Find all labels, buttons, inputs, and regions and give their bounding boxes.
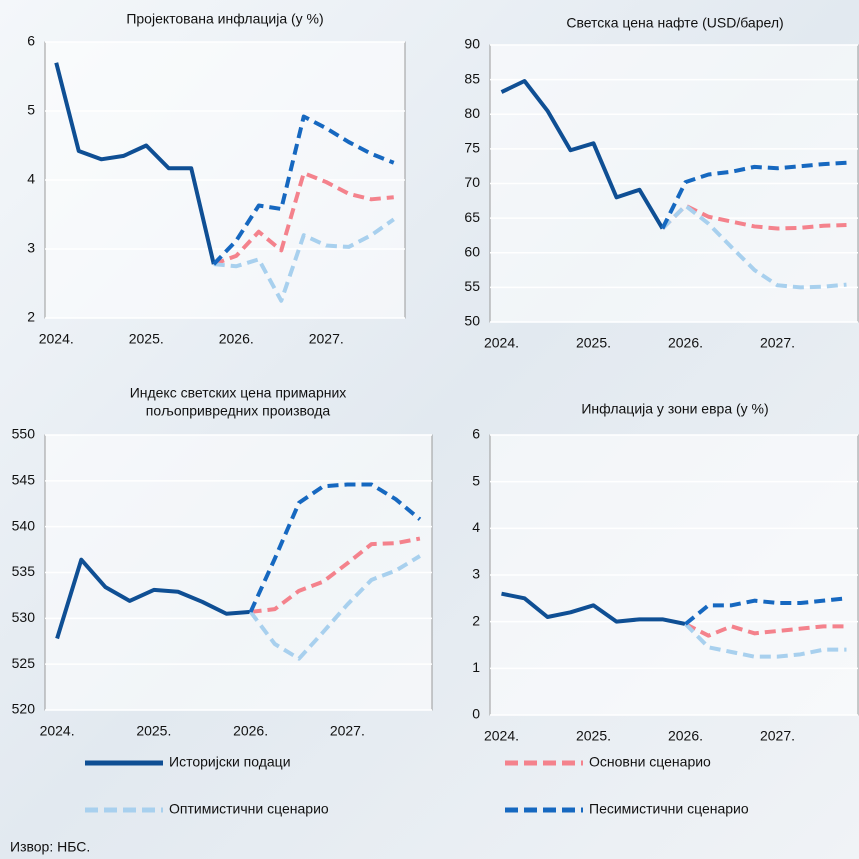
y-tick-label: 3 [27,240,35,256]
y-tick-label: 70 [464,174,480,190]
series-line [684,622,847,659]
x-tick-label: 2025. [576,728,611,744]
legend-label: Песимистични сценарио [589,801,749,817]
legend-label: Основни сценарио [589,754,711,770]
x-tick-label: 2026. [668,335,703,351]
y-tick-label: 3 [472,566,480,582]
series-line [684,596,847,626]
y-tick-label: 0 [472,706,480,722]
series-line [212,114,395,266]
y-tick-label: 530 [12,609,36,625]
y-tick-label: 525 [12,655,36,671]
series-line [660,160,847,230]
y-tick-label: 535 [12,563,36,579]
chart-title: пољопривредних производа [146,403,331,419]
x-tick-label: 2026. [219,331,254,347]
x-tick-label: 2027. [330,723,365,739]
x-tick-label: 2024. [40,723,75,739]
x-tick-label: 2024. [484,728,519,744]
y-tick-label: 2 [27,309,35,325]
chart-title: Пројектована инфлација (у %) [126,11,323,27]
legend-label: Оптимистични сценарио [169,801,329,817]
y-tick-label: 545 [12,472,36,488]
y-tick-label: 6 [472,426,480,442]
x-tick-label: 2025. [129,331,164,347]
y-tick-label: 50 [464,313,480,329]
y-tick-label: 520 [12,701,36,717]
source-note: Извор: НБС. [10,839,90,855]
series-line [55,557,251,640]
y-tick-label: 80 [464,105,480,121]
x-tick-label: 2027. [760,728,795,744]
series-line [684,622,847,638]
chart-title: Светска цена нафте (USD/барел) [566,15,783,31]
series-line [54,62,216,265]
y-tick-label: 550 [12,426,36,442]
y-tick-label: 4 [472,519,480,535]
x-tick-label: 2026. [233,723,268,739]
y-tick-label: 90 [464,36,480,52]
y-tick-label: 540 [12,517,36,533]
y-tick-label: 6 [27,33,35,49]
series-line [248,554,421,661]
chart-title: Индекс светских цена примарних [130,385,347,401]
series-line [501,591,686,626]
y-tick-label: 85 [464,70,480,86]
x-tick-label: 2025. [136,723,171,739]
series-line [248,482,422,613]
y-tick-label: 5 [472,472,480,488]
x-tick-label: 2027. [309,331,344,347]
x-tick-label: 2024. [484,335,519,351]
chart-title: Инфлација у зони евра (у %) [581,401,768,417]
series-line [250,536,421,614]
x-tick-label: 2027. [760,335,795,351]
y-tick-label: 4 [27,171,35,187]
y-tick-label: 1 [472,659,480,675]
x-tick-label: 2026. [668,728,703,744]
series-line [500,79,665,230]
y-tick-label: 60 [464,243,480,259]
y-tick-label: 55 [464,278,480,294]
x-tick-label: 2024. [39,331,74,347]
series-line [213,171,394,267]
y-tick-label: 2 [472,612,480,628]
x-tick-label: 2025. [576,335,611,351]
y-tick-label: 75 [464,140,480,156]
series-line [661,203,847,290]
y-tick-label: 5 [27,102,35,118]
legend-label: Историјски подаци [169,754,291,770]
y-tick-label: 65 [464,209,480,225]
series-line [213,217,395,303]
